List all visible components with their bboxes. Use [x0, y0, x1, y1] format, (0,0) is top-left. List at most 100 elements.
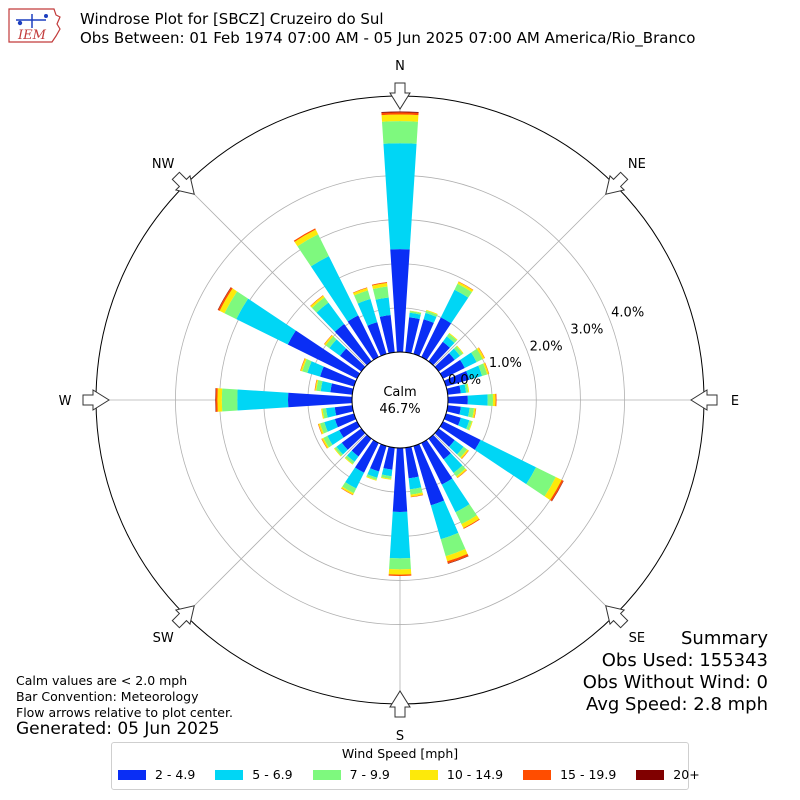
wind-bar — [354, 290, 371, 304]
calm-circle — [351, 351, 449, 449]
svg-text:IEM: IEM — [17, 28, 47, 43]
wind-bar — [467, 394, 488, 406]
wind-bar — [413, 443, 445, 506]
legend-items: 2 - 4.9 5 - 6.9 7 - 9.9 10 - 14.9 15 - 19.9 2… — [118, 767, 720, 782]
wind-bar — [366, 476, 377, 481]
wind-bar — [428, 341, 450, 366]
wind-bar — [217, 388, 223, 412]
wind-bar — [320, 366, 357, 387]
wind-bar — [353, 287, 368, 296]
wind-bar — [468, 407, 475, 418]
wind-bar — [495, 393, 497, 407]
bar-convention-note: Bar Convention: Meteorology — [16, 689, 199, 704]
flow-arrows-note: Flow arrows relative to plot center. — [16, 705, 233, 720]
legend-swatch — [523, 769, 552, 780]
summary-avg-speed: Avg Speed: 2.8 mph — [586, 694, 768, 715]
wind-bar — [459, 406, 470, 417]
generated-date: Generated: 05 Jun 2025 — [16, 719, 220, 739]
wind-bar — [464, 383, 469, 393]
wind-bar — [487, 393, 494, 407]
wind-bar — [297, 234, 329, 267]
wind-bar — [300, 358, 306, 371]
wind-bar — [334, 405, 354, 416]
wind-bar — [456, 468, 467, 478]
wind-bar — [314, 379, 317, 391]
wind-bar — [544, 477, 562, 501]
wind-bar — [454, 283, 472, 298]
wind-bar — [224, 291, 249, 320]
wind-bar — [221, 388, 238, 412]
legend-item: 2 - 4.9 — [118, 767, 195, 782]
wind-bar — [336, 442, 348, 455]
radial-tick-label: 0.0% — [448, 373, 481, 388]
wind-bar — [458, 281, 474, 291]
wind-bar — [334, 446, 343, 457]
wind-bar — [466, 420, 472, 431]
wind-bar — [293, 228, 316, 242]
legend-label: 2 - 4.9 — [155, 767, 196, 782]
wind-bar — [330, 383, 354, 395]
wind-bar — [453, 346, 463, 356]
wind-bar — [287, 330, 361, 379]
flow-arrow-icon — [690, 389, 718, 411]
wind-bar — [413, 319, 434, 357]
wind-bar — [320, 381, 332, 393]
wind-bar — [366, 474, 378, 480]
summary-obs-used: Obs Used: 155343 — [601, 650, 768, 671]
flow-arrow-icon — [171, 171, 195, 195]
wind-bar — [446, 385, 461, 395]
wind-bar — [440, 532, 466, 557]
wind-bar — [409, 310, 422, 314]
calm-value: 46.7% — [379, 402, 420, 417]
wind-bar — [389, 511, 411, 559]
wind-bar — [347, 450, 359, 462]
wind-bar — [550, 479, 564, 502]
wind-bar — [421, 317, 452, 361]
wind-bar — [405, 317, 420, 354]
wind-bar — [421, 439, 453, 485]
wind-bar — [460, 449, 469, 459]
radial-tick-label: 4.0% — [611, 306, 644, 321]
wind-bar — [344, 457, 354, 465]
wind-bar — [316, 302, 345, 332]
wind-bar — [367, 468, 380, 478]
radial-tick-label: 3.0% — [570, 322, 603, 337]
wind-bar — [381, 468, 393, 477]
legend-swatch — [312, 769, 341, 780]
compass-spoke — [433, 184, 616, 367]
calm-label: Calm — [383, 385, 416, 400]
wind-bar — [455, 504, 477, 525]
wind-bar — [334, 413, 357, 428]
wind-bar — [325, 407, 337, 418]
wind-bar — [381, 112, 419, 116]
wind-bar — [367, 322, 387, 357]
wind-bar — [457, 281, 474, 293]
compass-label: NE — [628, 157, 646, 172]
wind-bar — [300, 358, 307, 372]
wind-bar — [461, 450, 469, 460]
wind-bar — [322, 408, 328, 419]
wind-bar — [392, 447, 408, 513]
wind-bar — [426, 309, 438, 315]
wind-bar — [215, 388, 216, 412]
wind-bar — [316, 380, 323, 392]
wind-bar — [551, 480, 564, 502]
wind-bar — [383, 446, 395, 470]
wind-bar — [217, 287, 232, 311]
wind-bar — [409, 311, 422, 315]
flow-arrow-icon — [82, 389, 110, 411]
wind-bar — [445, 549, 468, 562]
wind-bar — [458, 417, 470, 430]
wind-bar — [324, 419, 338, 432]
wind-bar — [341, 486, 354, 495]
wind-bar — [459, 384, 467, 394]
wind-bar — [448, 332, 458, 341]
wind-bar — [388, 569, 412, 575]
wind-bar — [446, 405, 461, 415]
chart-title: Windrose Plot for [SBCZ] Cruzeiro do Sul — [80, 10, 384, 28]
legend: Wind Speed [mph] 2 - 4.9 5 - 6.9 7 - 9.9 10… — [111, 742, 700, 790]
wind-bar — [409, 487, 423, 495]
legend-item: 10 - 14.9 — [409, 767, 503, 782]
legend-swatch — [409, 769, 438, 780]
